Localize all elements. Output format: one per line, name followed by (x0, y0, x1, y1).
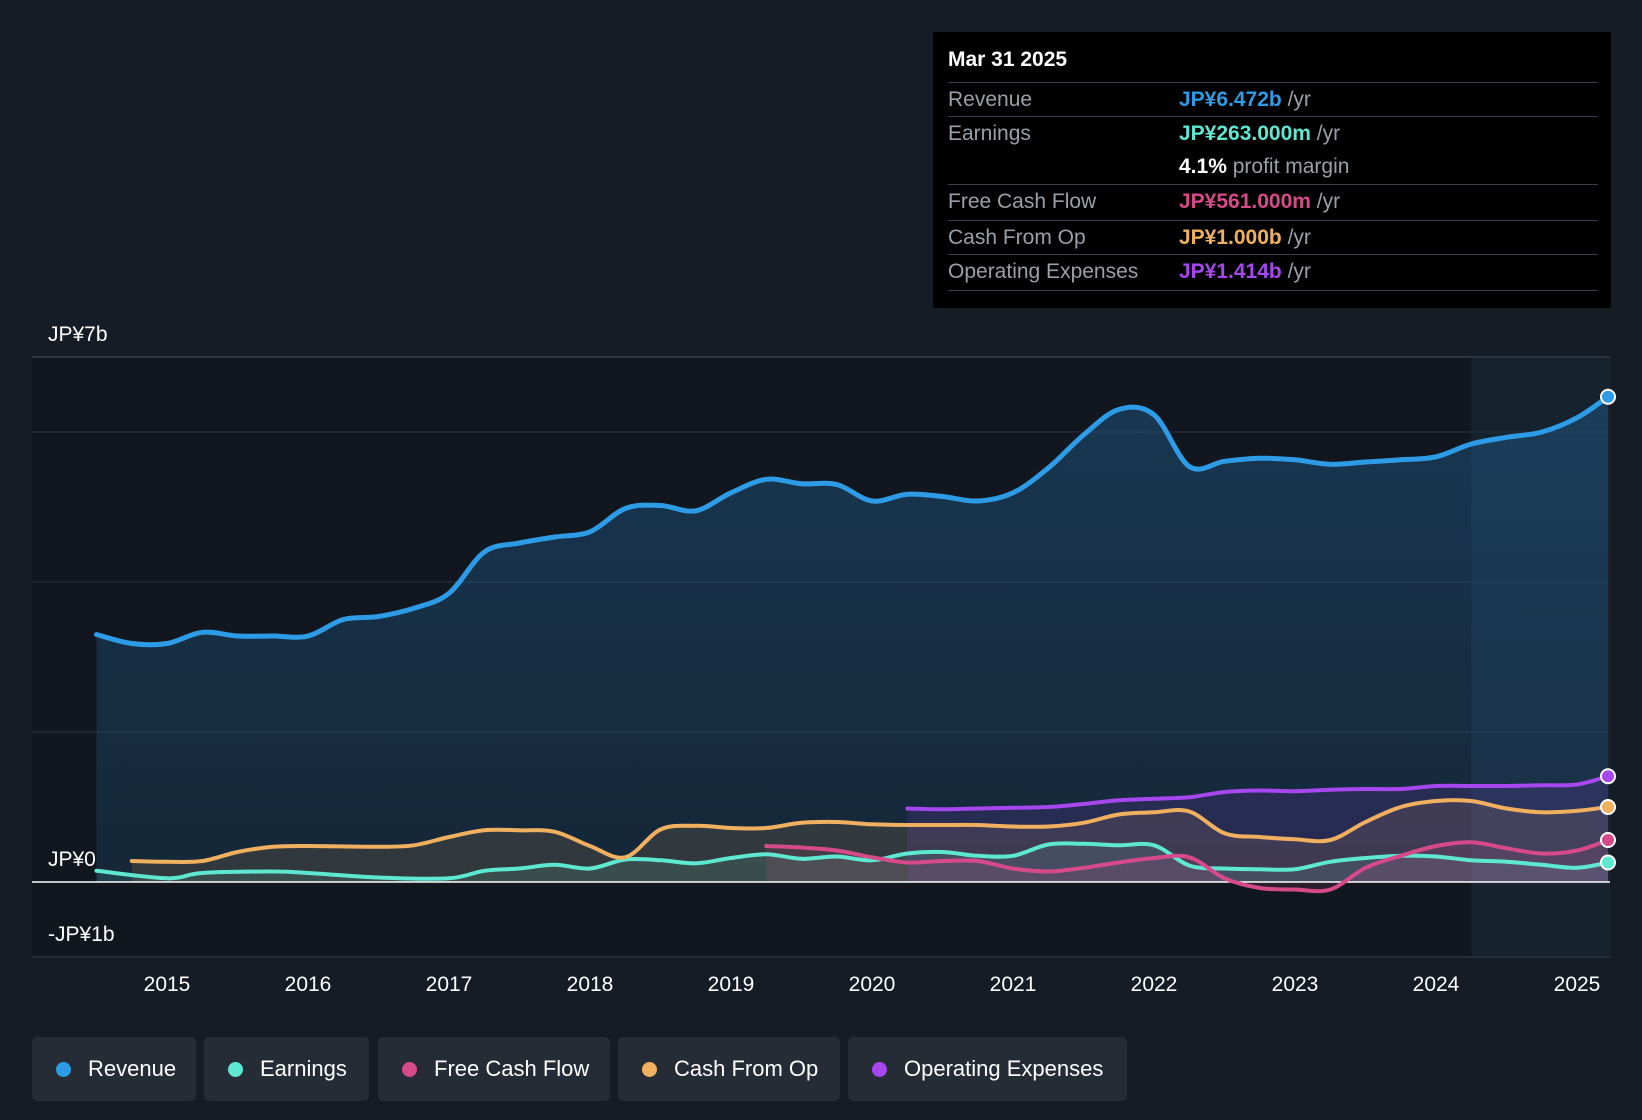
tooltip-date: Mar 31 2025 (948, 48, 1068, 71)
legend-dot-icon (228, 1062, 243, 1077)
y-axis-label: JP¥7b (48, 323, 108, 346)
series-endpoint-free-cash-flow (1600, 832, 1616, 848)
series-lines (94, 394, 1611, 894)
x-axis-tick-label: 2017 (426, 973, 473, 996)
series-line-free-cash-flow (764, 838, 1610, 894)
x-axis-tick-label: 2019 (708, 973, 755, 996)
tooltip-row-free-cash-flow: Free Cash Flow JP¥561.000m /yr (948, 184, 1598, 219)
tooltip-value: JP¥6.472b /yr (1179, 88, 1311, 111)
tooltip-row-cash-from-op: Cash From Op JP¥1.000b /yr (948, 220, 1598, 255)
legend-dot-icon (56, 1062, 71, 1077)
tooltip-divider (948, 290, 1598, 291)
series-endpoint-operating-expenses (1600, 768, 1616, 785)
series-line-operating-expenses (905, 774, 1610, 812)
x-axis-tick-label: 2015 (144, 973, 191, 996)
tooltip-label: Operating Expenses (948, 260, 1139, 283)
legend-label: Earnings (260, 1056, 347, 1081)
tooltip-label: Cash From Op (948, 226, 1086, 249)
series-line-earnings (94, 841, 1610, 881)
tooltip-value: JP¥561.000m /yr (1179, 190, 1341, 213)
tooltip-label: Revenue (948, 88, 1033, 111)
x-axis-tick-label: 2016 (285, 973, 332, 996)
series-area-cash-from-op (131, 800, 1608, 882)
x-axis: 2015 2016 2017 2018 2019 2020 2021 2022 2023 2024… (144, 973, 1601, 996)
tooltip-label: Free Cash Flow (948, 190, 1097, 213)
x-axis-tick-label: 2018 (567, 973, 614, 996)
legend-label: Cash From Op (674, 1056, 819, 1081)
series-endpoint-cash-from-op (1600, 799, 1616, 815)
legend-dot-icon (402, 1062, 417, 1077)
legend-item-revenue[interactable]: Revenue (32, 1037, 196, 1101)
x-axis-tick-label: 2024 (1413, 973, 1460, 996)
y-axis-label: JP¥0 (48, 848, 96, 871)
legend-item-free-cash-flow[interactable]: Free Cash Flow (378, 1037, 610, 1101)
x-axis-tick-label: 2022 (1131, 973, 1178, 996)
tooltip-value: 4.1% profit margin (1179, 155, 1350, 178)
x-axis-tick-label: 2021 (990, 973, 1037, 996)
tooltip-value: JP¥263.000m /yr (1179, 122, 1341, 145)
series-endpoints (1600, 388, 1616, 871)
tooltip-label: Earnings (948, 122, 1031, 145)
tooltip-row-revenue: Revenue JP¥6.472b /yr (948, 82, 1598, 117)
tooltip-row-earnings: Earnings JP¥263.000m /yr (948, 116, 1598, 151)
y-axis: JP¥7b JP¥0 -JP¥1b (48, 323, 115, 946)
tooltip-panel: Mar 31 2025 Revenue JP¥6.472b /yr Earnin… (933, 32, 1611, 308)
x-axis-tick-label: 2020 (849, 973, 896, 996)
series-endpoint-revenue (1600, 388, 1616, 405)
series-area-earnings (96, 843, 1608, 882)
legend-label: Revenue (88, 1056, 177, 1081)
x-axis-tick-label: 2025 (1554, 973, 1601, 996)
tooltip-row-profit-margin: 4.1% profit margin (948, 150, 1598, 184)
series-endpoint-earnings (1600, 854, 1616, 871)
x-axis-tick-label: 2023 (1272, 973, 1319, 996)
legend-item-operating-expenses[interactable]: Operating Expenses (848, 1037, 1127, 1101)
legend-item-earnings[interactable]: Earnings (204, 1037, 369, 1101)
legend-label: Operating Expenses (904, 1056, 1104, 1081)
tooltip-row-operating-expenses: Operating Expenses JP¥1.414b /yr (948, 254, 1598, 289)
series-line-cash-from-op (129, 798, 1610, 864)
tooltip-value: JP¥1.000b /yr (1179, 226, 1311, 249)
legend-dot-icon (642, 1062, 657, 1077)
y-axis-label: -JP¥1b (48, 923, 115, 946)
series-area-revenue (96, 396, 1608, 882)
legend-item-cash-from-op[interactable]: Cash From Op (618, 1037, 840, 1101)
series-line-revenue (94, 394, 1611, 648)
tooltip-value: JP¥1.414b /yr (1179, 260, 1311, 283)
legend-label: Free Cash Flow (434, 1056, 590, 1081)
legend-dot-icon (872, 1062, 887, 1077)
